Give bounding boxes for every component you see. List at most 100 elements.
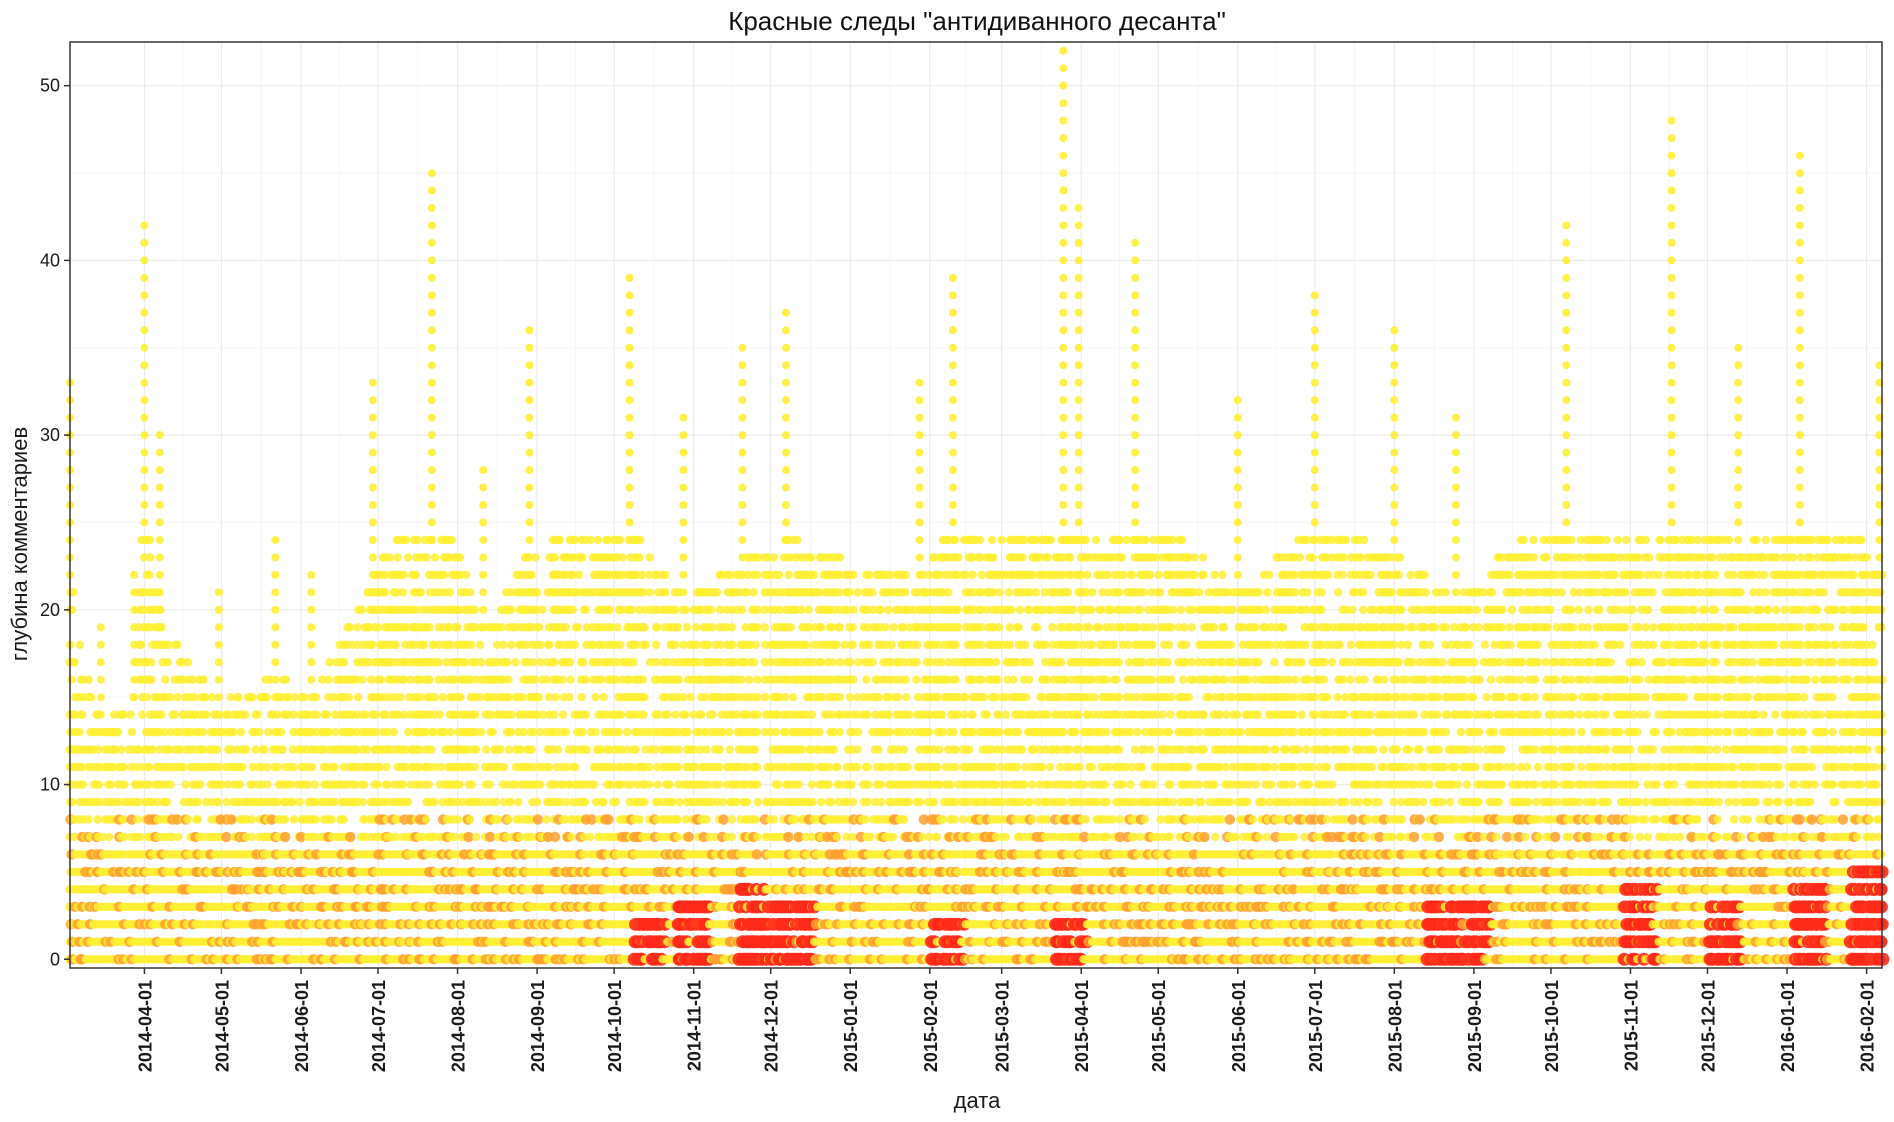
data-point [645, 762, 654, 772]
data-point [148, 745, 157, 754]
data-point [476, 727, 486, 737]
data-point [580, 797, 590, 807]
data-point [289, 762, 298, 772]
data-point [67, 797, 77, 807]
data-point [446, 640, 455, 649]
data-point [504, 815, 513, 824]
data-point [866, 832, 875, 842]
data-point [119, 762, 128, 772]
data-point [411, 570, 420, 580]
data-point [570, 640, 579, 649]
data-point [430, 692, 440, 702]
data-point [221, 831, 232, 843]
data-point [157, 623, 166, 632]
data-point [591, 727, 600, 737]
data-point [807, 780, 817, 789]
data-point [793, 535, 802, 545]
data-point [466, 588, 475, 597]
data-point [398, 588, 408, 597]
data-point [511, 658, 520, 667]
data-point [581, 605, 591, 615]
data-point [783, 831, 794, 843]
data-point [605, 605, 615, 615]
data-point [241, 745, 251, 754]
data-point [179, 762, 188, 772]
data-point [295, 797, 304, 807]
data-point [147, 675, 156, 684]
data-point [276, 727, 286, 737]
data-point [139, 553, 149, 562]
data-point [360, 780, 369, 789]
data-point [166, 692, 175, 702]
data-point [852, 762, 862, 772]
data-point [471, 745, 481, 754]
data-point [845, 588, 854, 597]
data-point [362, 745, 372, 754]
data-point [234, 692, 243, 702]
data-point [544, 762, 554, 772]
data-point [706, 605, 716, 615]
data-point [77, 710, 87, 719]
data-point [835, 727, 845, 737]
data-point [876, 605, 885, 615]
data-point [727, 815, 737, 824]
data-point [651, 640, 661, 649]
data-point [506, 605, 516, 615]
data-point [653, 780, 662, 789]
data-point [477, 658, 486, 667]
data-point [493, 815, 503, 824]
data-point [863, 762, 873, 772]
data-point [753, 675, 762, 684]
data-point [502, 658, 512, 667]
data-point [470, 605, 480, 615]
data-point [593, 535, 603, 545]
data-point [615, 535, 625, 545]
data-point [307, 762, 317, 772]
data-point [874, 692, 883, 702]
data-point [868, 588, 877, 597]
data-point [312, 710, 321, 719]
data-point [845, 692, 855, 702]
data-point [212, 745, 222, 754]
data-point [680, 710, 690, 719]
data-point [389, 727, 399, 737]
data-point [806, 553, 816, 562]
data-point [622, 727, 632, 737]
data-point [425, 675, 434, 684]
data-point [568, 605, 577, 615]
data-point [425, 623, 434, 632]
data-point [674, 675, 684, 684]
data-point [455, 553, 465, 562]
data-point [832, 832, 841, 842]
data-point [447, 535, 456, 545]
data-point [673, 762, 682, 772]
data-point [807, 710, 817, 719]
data-point [835, 553, 845, 562]
data-point [93, 815, 102, 824]
data-point [514, 797, 523, 807]
data-point [703, 640, 713, 649]
data-point [310, 780, 320, 789]
data-point [615, 640, 625, 649]
data-point [385, 553, 395, 562]
data-point [496, 745, 505, 754]
data-point [531, 553, 540, 562]
data-point [75, 727, 84, 737]
data-point [534, 623, 544, 632]
data-point [280, 815, 290, 824]
data-point [760, 623, 770, 632]
data-point [357, 605, 367, 615]
data-point [645, 588, 655, 597]
data-point [84, 675, 93, 684]
data-point [70, 710, 79, 719]
data-point [353, 692, 363, 702]
data-point [640, 797, 649, 807]
data-point [638, 675, 648, 684]
data-point [774, 570, 784, 580]
data-point [470, 710, 480, 719]
data-point [679, 692, 688, 702]
data-point [591, 692, 600, 702]
data-point [467, 640, 476, 649]
plot-panel [70, 42, 1882, 968]
